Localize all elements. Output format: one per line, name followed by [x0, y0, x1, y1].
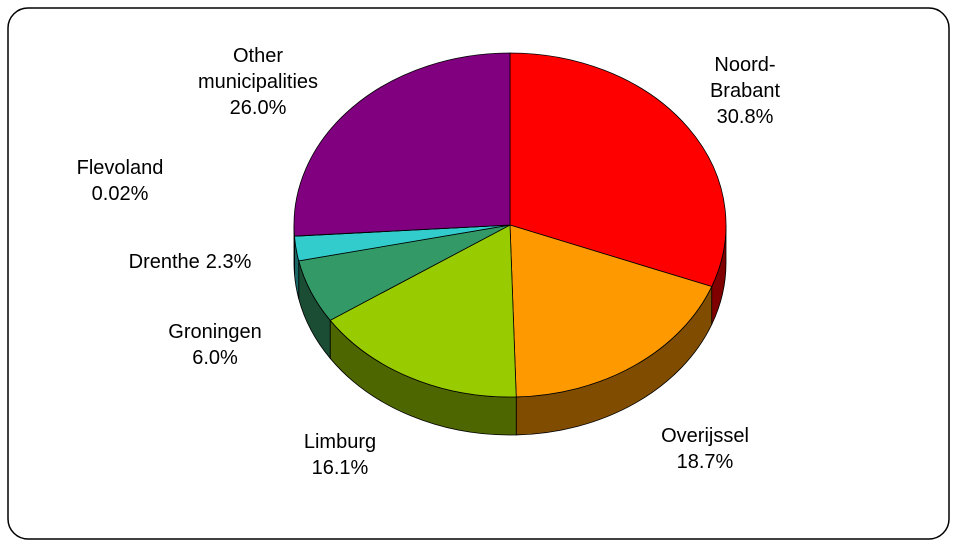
slice-value: 18.7% — [676, 451, 734, 473]
slice-category: Noord-Brabant — [709, 54, 781, 102]
slice-label: Drenthe 2.3% — [129, 249, 252, 275]
slice-category: Limburg — [303, 431, 377, 453]
slice-value: 0.02% — [91, 183, 149, 205]
slice-category: Overijssel — [661, 425, 749, 447]
slice-value: 30.8% — [716, 106, 774, 128]
slice-value: 26.0% — [229, 97, 287, 119]
slice-category: Groningen — [168, 321, 262, 343]
slice-label: Limburg 16.1% — [304, 429, 376, 481]
pie-slice — [329, 224, 517, 398]
pie-slice — [509, 52, 727, 288]
slice-category: Drenthe — [128, 251, 200, 273]
pie-slice — [293, 52, 511, 237]
slice-value: 6.0% — [192, 347, 238, 369]
slice-value: 2.3% — [205, 251, 252, 273]
slice-label: Groningen 6.0% — [168, 319, 261, 371]
slice-label: Flevoland 0.02% — [77, 155, 164, 207]
slice-label: Other municipalities 26.0% — [173, 43, 343, 121]
slice-value: 16.1% — [311, 457, 369, 479]
slice-category: Other municipalities — [197, 45, 319, 93]
slice-label: Noord-Brabant 30.8% — [690, 52, 800, 130]
slice-label: Overijssel 18.7% — [661, 423, 749, 475]
pie-slice — [509, 224, 713, 398]
slice-category: Flevoland — [76, 157, 164, 179]
